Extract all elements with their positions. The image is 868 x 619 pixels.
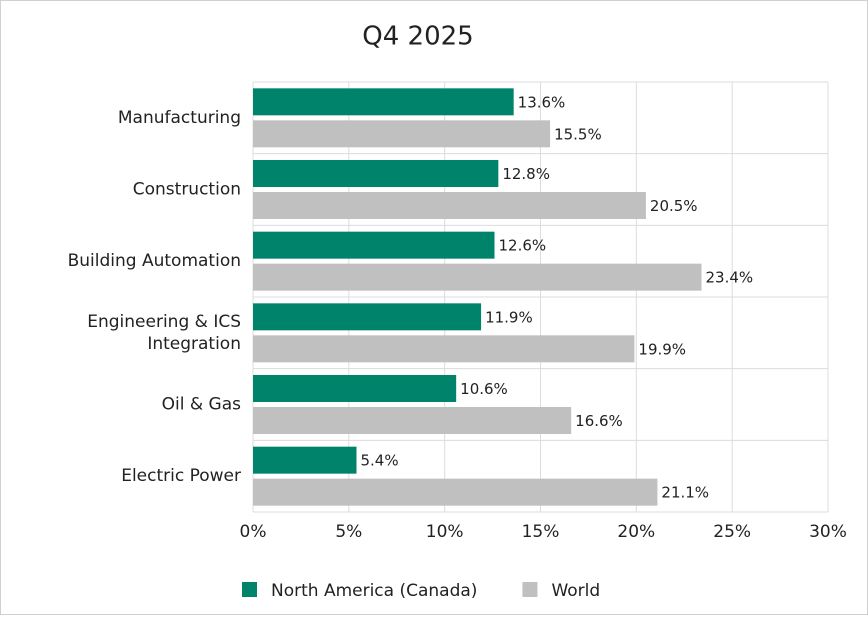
x-tick-label: 10% [426,522,464,542]
x-tick-label: 5% [335,522,362,542]
x-tick-label: 30% [809,522,847,542]
bar [253,303,482,331]
x-tick-label: 20% [617,522,655,542]
y-tick-label: Engineering & ICS Integration [87,312,241,354]
x-tick-label: 0% [240,522,267,542]
bar [253,263,702,291]
legend-label: North America (Canada) [271,581,477,601]
value-label: 5.4% [361,452,399,470]
bar [253,231,495,259]
value-label: 10.6% [460,380,508,398]
value-label: 20.5% [650,197,698,215]
bar [253,192,646,219]
y-tick-label: Building Automation [68,251,241,271]
bar [253,375,457,402]
value-label: 21.1% [661,484,709,502]
value-label: 11.9% [485,308,533,326]
y-tick-label: Construction [133,180,241,200]
y-tick-label: Electric Power [121,466,241,486]
chart-title: Q4 2025 [362,22,473,52]
legend-swatch [242,582,257,597]
bar [253,88,514,116]
value-label: 12.6% [499,237,547,255]
y-tick-label: Manufacturing [118,108,241,128]
x-tick-label: 15% [522,522,560,542]
bar [253,120,551,148]
bar [253,446,357,474]
value-label: 13.6% [518,93,566,111]
legend-label: World [551,581,600,601]
value-label: 15.5% [554,125,602,143]
value-label: 23.4% [706,269,754,287]
bar [253,160,499,187]
value-label: 19.9% [638,340,686,358]
legend-swatch [522,582,538,597]
value-label: 16.6% [575,412,623,430]
bar [253,335,635,363]
x-tick-label: 25% [713,522,751,542]
bar [253,478,658,506]
bar [253,407,572,434]
y-tick-label: Oil & Gas [162,395,241,415]
value-label: 12.8% [502,165,550,183]
